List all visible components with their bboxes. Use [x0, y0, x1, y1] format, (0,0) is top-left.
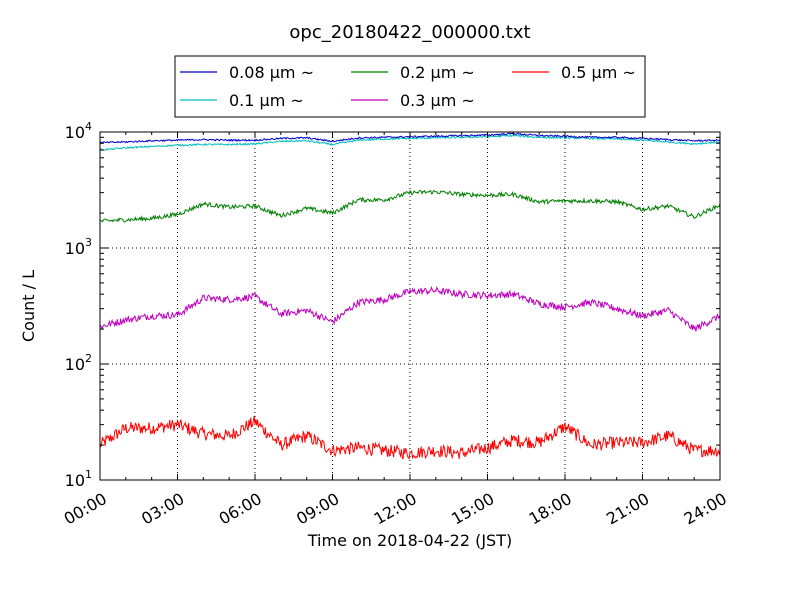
series-line	[99, 415, 721, 460]
y-tick-label: 103	[65, 236, 92, 258]
x-axis-label: Time on 2018-04-22 (JST)	[307, 531, 512, 550]
plot-area	[99, 131, 721, 481]
legend-label: 0.5 μm ~	[561, 63, 636, 82]
legend-items: 0.08 μm ~ 0.2 μm ~ 0.5 μm ~ 0.1 μm ~ 0.3 μm …	[180, 63, 636, 110]
chart-title: opc_20180422_000000.txt	[289, 22, 530, 43]
plot-background	[100, 132, 720, 480]
y-tick-label: 101	[65, 468, 92, 490]
legend-label: 0.3 μm ~	[400, 91, 475, 110]
legend-label: 0.1 μm ~	[229, 91, 304, 110]
legend-label: 0.2 μm ~	[400, 63, 475, 82]
series-line	[99, 286, 721, 332]
y-tick-label: 104	[65, 120, 92, 142]
y-axis-label: Count / L	[19, 270, 38, 342]
legend-label: 0.08 μm ~	[229, 63, 314, 82]
legend: 0.08 μm ~ 0.2 μm ~ 0.5 μm ~ 0.1 μm ~ 0.3 μm …	[174, 55, 646, 118]
y-axis-tick-labels: 101 102 103 104	[65, 120, 92, 490]
legend-frame	[174, 55, 646, 118]
y-tick-label: 102	[65, 352, 92, 374]
series-line	[99, 189, 721, 223]
grid-lines	[100, 132, 720, 480]
axis-ticks	[99, 131, 721, 481]
